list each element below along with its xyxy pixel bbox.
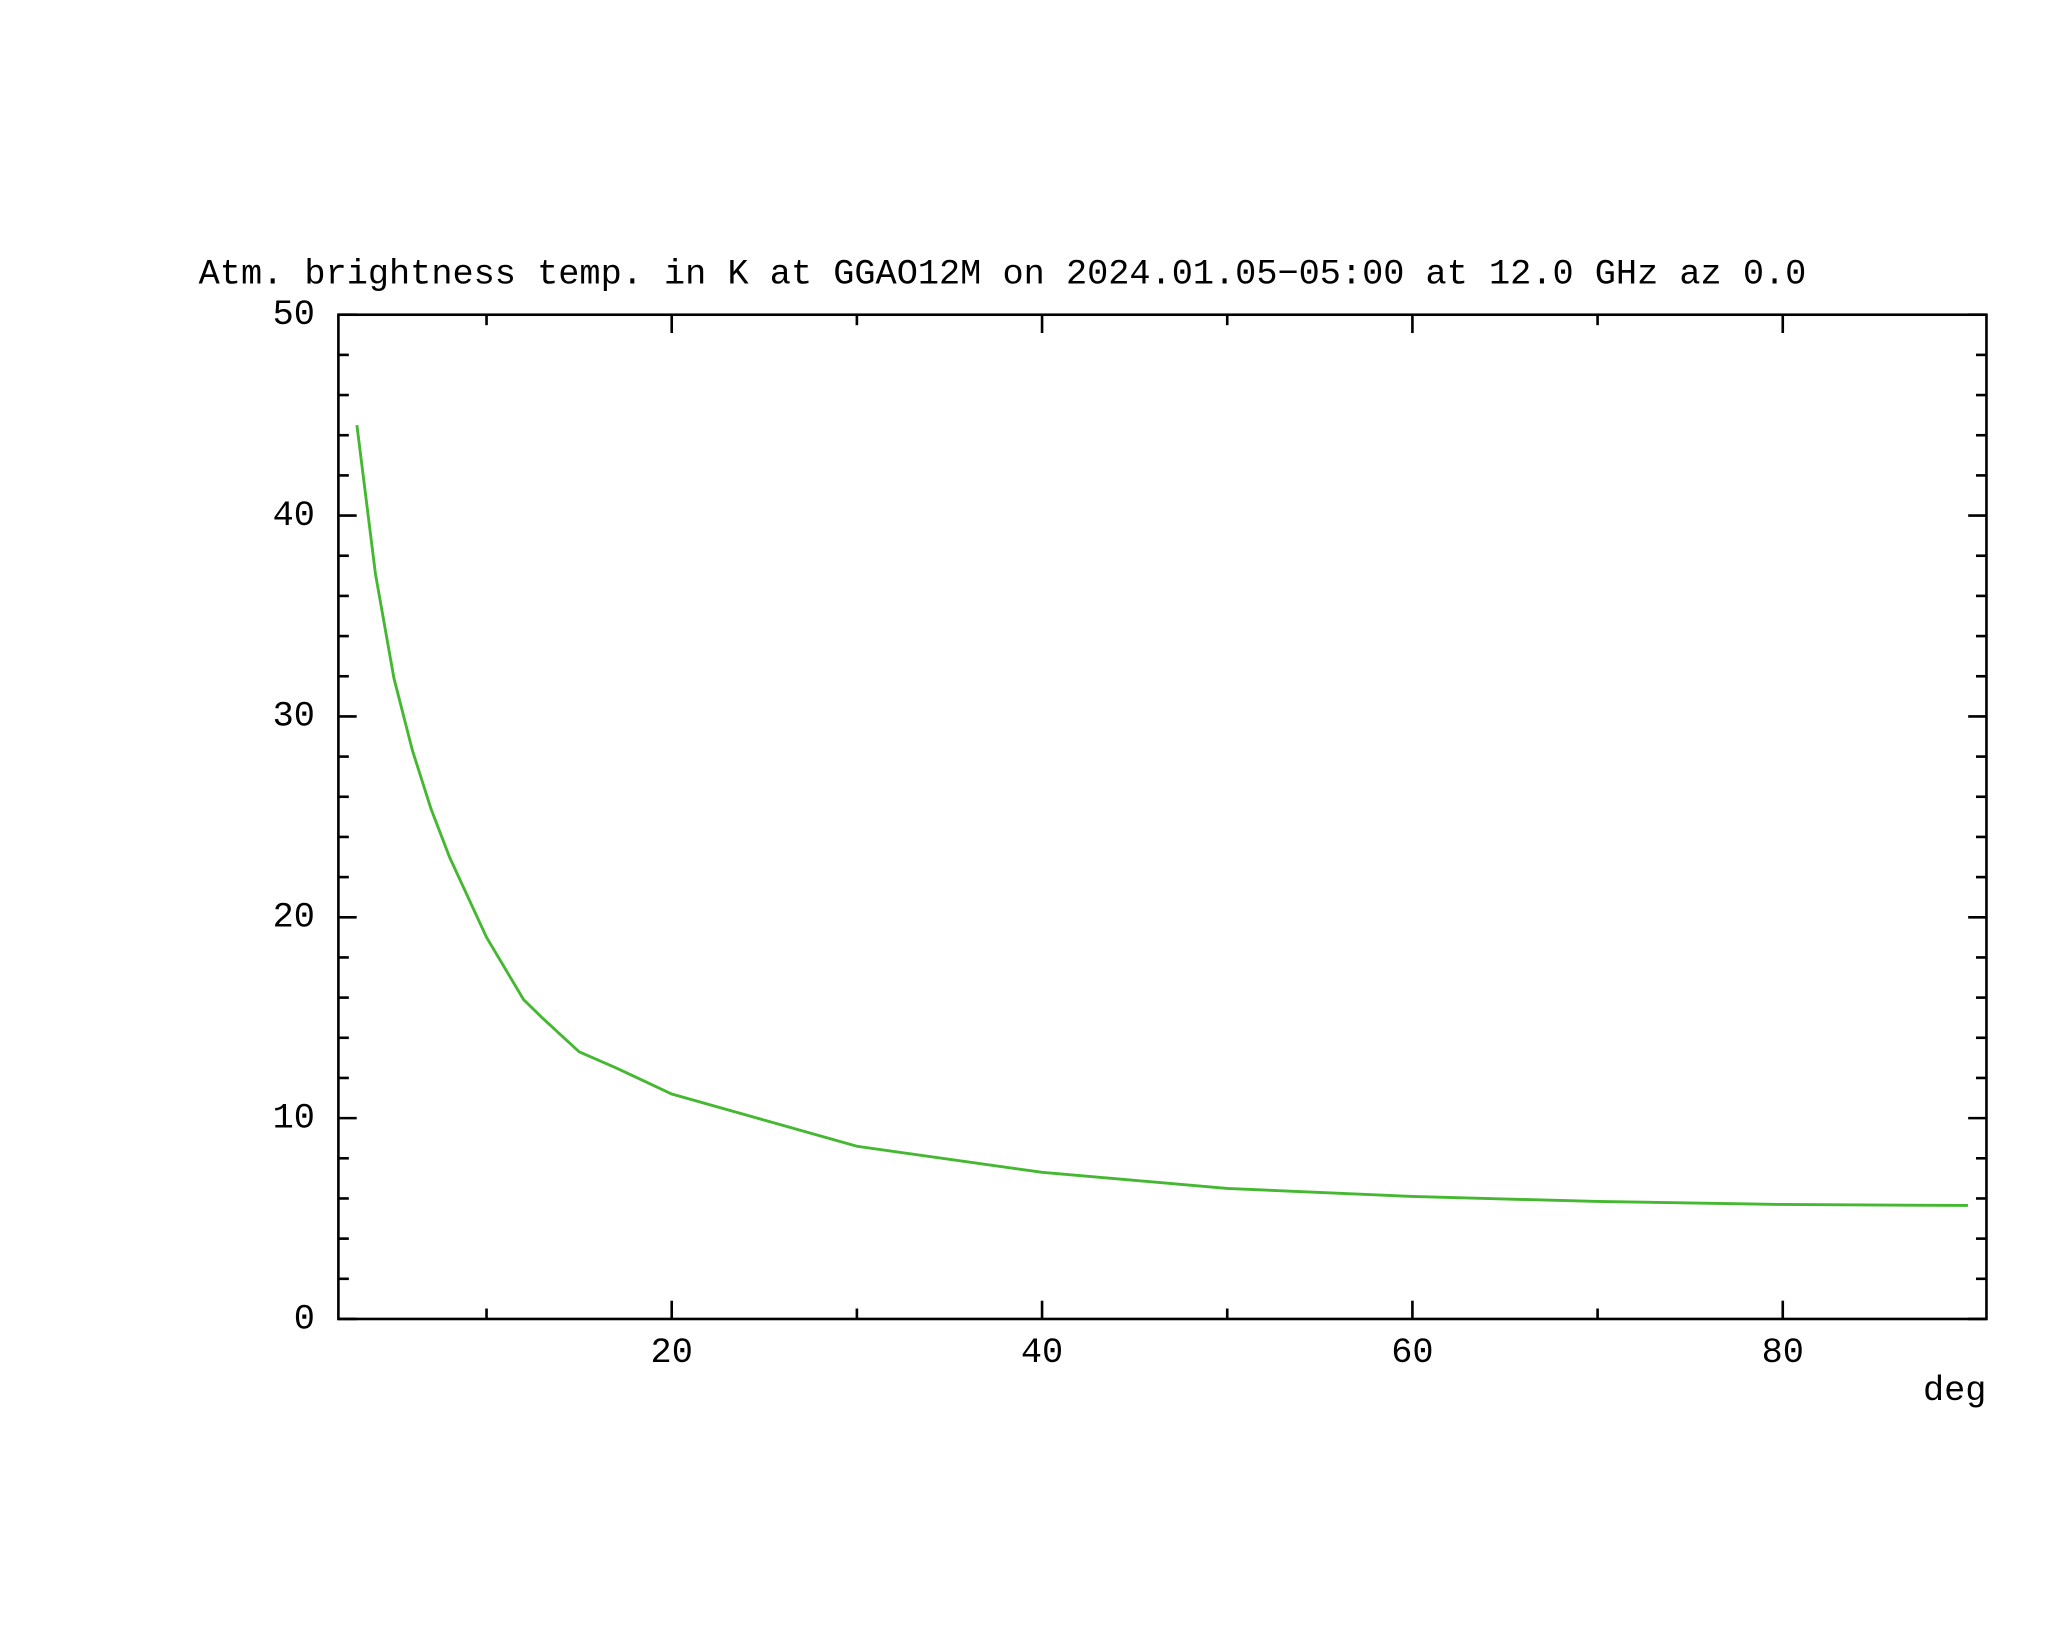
y-tick-label: 50 [273,295,315,335]
x-tick-label: 20 [651,1333,693,1373]
plot-frame [337,313,1988,1321]
y-tick-label: 0 [294,1299,315,1339]
y-tick-label: 20 [273,898,315,938]
y-tick-label: 30 [273,697,315,737]
x-tick-label: 40 [1021,1333,1063,1373]
x-tick-label: 80 [1762,1333,1804,1373]
x-axis-label: deg [1923,1371,1986,1411]
chart-title: Atm. brightness temp. in K at GGAO12M on… [199,255,1807,295]
data-line [355,425,1968,1207]
y-tick-label: 40 [273,496,315,536]
x-tick-label: 60 [1391,1333,1433,1373]
y-tick-label: 10 [273,1098,315,1138]
